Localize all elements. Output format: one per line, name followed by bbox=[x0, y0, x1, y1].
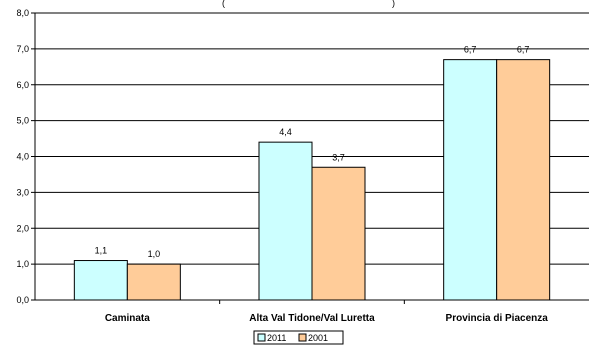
data-label: 4,4 bbox=[279, 127, 292, 137]
chart-title-close: ) bbox=[392, 0, 395, 8]
y-tick-label: 0,0 bbox=[16, 295, 29, 305]
y-tick-label: 1,0 bbox=[16, 259, 29, 269]
data-label: 1,1 bbox=[95, 246, 108, 256]
y-tick-label: 7,0 bbox=[16, 44, 29, 54]
data-label: 6,7 bbox=[464, 45, 477, 55]
legend-label-2011: 2011 bbox=[267, 333, 286, 343]
x-category-label: Alta Val Tidone/Val Luretta bbox=[249, 313, 375, 324]
data-label: 3,7 bbox=[332, 152, 345, 162]
bar-2011-1 bbox=[258, 141, 313, 301]
x-category-label: Provincia di Piacenza bbox=[446, 313, 549, 324]
legend-label-2001: 2001 bbox=[308, 333, 328, 343]
legend-swatch-2011 bbox=[257, 333, 266, 342]
data-label: 6,7 bbox=[517, 45, 530, 55]
bar-2011-0 bbox=[73, 260, 128, 301]
y-tick-label: 4,0 bbox=[16, 152, 29, 162]
y-tick-label: 5,0 bbox=[16, 116, 29, 126]
x-category-label: Caminata bbox=[105, 313, 150, 324]
y-tick-label: 2,0 bbox=[16, 223, 29, 233]
axes: 0,0 1,0 2,0 3,0 4,0 5,0 6,0 7,0 8,0 Caminata Alta … bbox=[16, 8, 589, 324]
bars: 1,1 1,0 4,4 3,7 6,7 6,7 bbox=[73, 45, 551, 301]
legend: 2011 2001 bbox=[253, 330, 344, 345]
bar-2001-1 bbox=[311, 166, 366, 301]
legend-swatch-2001 bbox=[298, 333, 307, 342]
bar-2001-0 bbox=[126, 263, 181, 301]
y-tick-label: 3,0 bbox=[16, 187, 29, 197]
data-label: 1,0 bbox=[148, 249, 161, 259]
bar-2011-2 bbox=[443, 59, 498, 301]
y-tick-label: 6,0 bbox=[16, 80, 29, 90]
chart-title-open: ( bbox=[222, 0, 225, 8]
y-tick-label: 8,0 bbox=[16, 8, 29, 18]
bar-2001-2 bbox=[496, 59, 551, 301]
